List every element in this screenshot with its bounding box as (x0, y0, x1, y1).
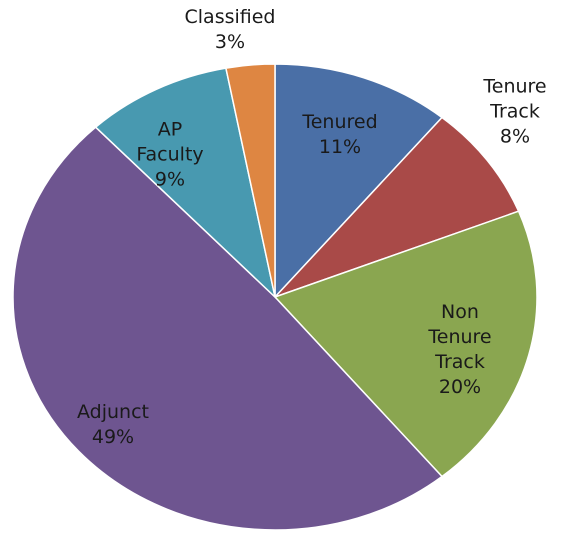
category-label: Tenure Track (483, 75, 547, 123)
value-label: 49% (91, 426, 135, 448)
slice-label: Tenured 11% (290, 110, 390, 160)
pie-slice (273, 210, 538, 478)
pie-slice (225, 63, 276, 298)
pie-slice (274, 63, 444, 299)
value-label: 11% (318, 136, 362, 158)
category-label: Tenured (302, 111, 378, 133)
slice-label: Non Tenure Track 20% (425, 300, 495, 400)
pie-slice (94, 67, 277, 300)
value-label: 9% (154, 168, 186, 191)
slice-label: Adjunct 49% (63, 400, 163, 450)
category-label: Non Tenure Track (428, 301, 492, 373)
slice-label: Classified 3% (175, 5, 285, 55)
pie-slice (274, 116, 520, 298)
value-label: 8% (499, 125, 531, 148)
category-label: AP Faculty (136, 118, 204, 166)
slice-label: AP Faculty 9% (130, 118, 210, 193)
category-label: Classified (184, 6, 276, 28)
value-label: 3% (214, 31, 246, 53)
category-label: Adjunct (77, 401, 149, 423)
value-label: 20% (438, 376, 482, 398)
slice-label: Tenure Track 8% (480, 75, 550, 150)
pie-slice (12, 126, 444, 531)
